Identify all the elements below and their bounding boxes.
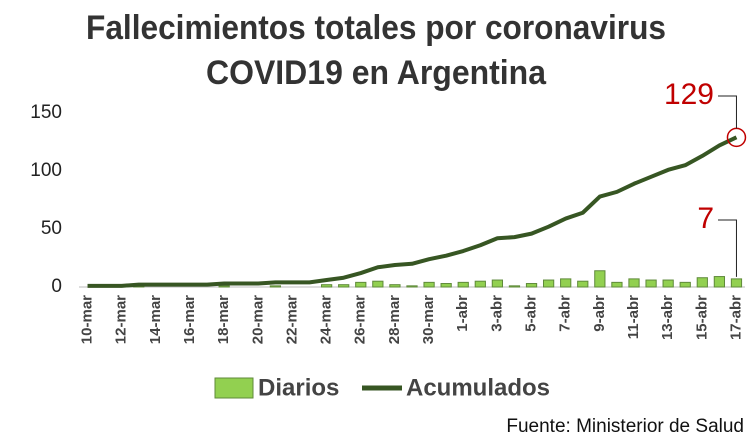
line [87,135,738,288]
chart-title: COVID19 en Argentina [206,54,547,92]
x-tick-label: 13-abr [659,295,676,340]
bar [423,281,435,288]
x-tick-label: 18-mar [215,295,232,344]
bar [508,285,521,288]
bar [269,285,282,288]
bar [696,277,708,288]
bar [474,280,486,288]
x-tick-label: 1-abr [454,295,471,332]
bar [611,281,623,288]
bar [372,280,384,288]
bar [320,284,333,288]
bar [628,278,640,288]
x-tick-label: 11-abr [625,295,642,339]
x-tick-label: 5-abr [523,295,540,332]
bar [491,279,504,288]
x-tick-label: 17-abr [727,295,744,340]
bar [218,285,230,288]
x-tick-label: 26-mar [352,295,369,344]
y-tick-label: 0 [51,276,62,297]
bar [577,280,589,288]
x-tick-label: 16-mar [181,295,198,344]
x-tick-label: 30-mar [420,295,437,344]
y-tick-label: 150 [30,102,62,123]
bar [679,281,691,288]
bar [662,279,674,288]
source: Fuente: Ministerior de Salud [506,416,744,437]
annotation: 7 [697,202,714,235]
bar [440,283,452,288]
bar [355,281,367,288]
bar [542,279,555,288]
bar [713,276,726,288]
leader [718,219,737,277]
bar [594,270,606,288]
bar [338,284,350,288]
x-tick-label: 14-mar [147,295,164,344]
bar [560,278,572,288]
bar [457,281,469,288]
y-tick-label: 100 [30,160,62,181]
legend-label: Diarios [258,374,339,401]
x-tick-label: 15-abr [693,295,710,340]
y-tick-label: 50 [41,218,62,239]
x-tick-label: 10-mar [79,295,96,344]
legend-swatch [214,377,254,399]
bar [645,279,657,288]
bar [389,284,401,288]
x-tick-label: 24-mar [318,295,335,344]
x-tick-label: 3-abr [488,295,505,332]
x-tick-label: 20-mar [249,295,266,344]
leader [718,95,737,129]
annotation: 129 [664,78,714,111]
x-tick-label: 7-abr [557,295,574,332]
bar [406,285,418,288]
x-tick-label: 12-mar [113,295,130,344]
chart-title: Fallecimientos totales por coronavirus [86,9,666,47]
x-tick-label: 22-mar [283,295,300,344]
bar [730,278,743,288]
x-tick-label: 9-abr [591,295,608,332]
bar [525,283,538,288]
x-tick-label: 28-mar [386,295,403,344]
legend-label: Acumulados [406,374,550,401]
